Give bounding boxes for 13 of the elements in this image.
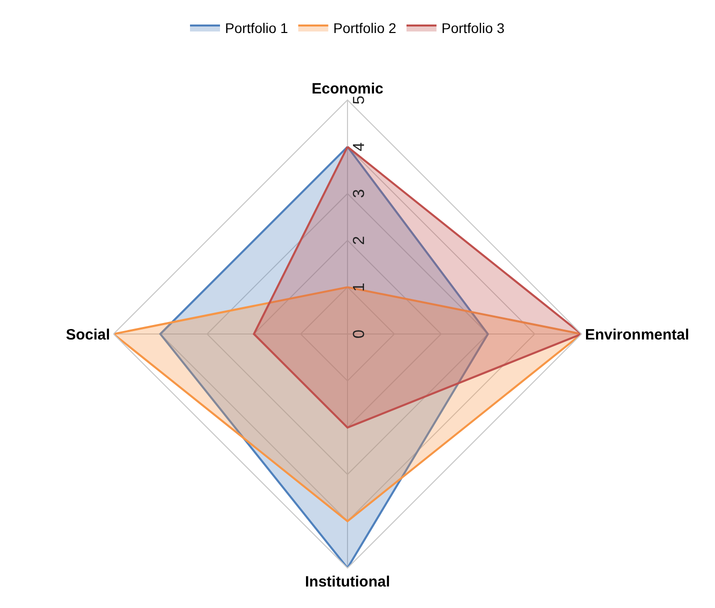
spoke-label: Economic: [312, 80, 384, 98]
y-tick-label: 0: [351, 329, 368, 338]
spoke-label: Social: [66, 326, 110, 344]
spoke-label: Institutional: [305, 574, 390, 590]
y-tick-label: 2: [351, 236, 368, 245]
y-tick-label: 4: [351, 142, 368, 152]
legend-label: Portfolio 1: [225, 20, 288, 36]
spoke-label: Environmental: [585, 326, 690, 344]
legend-label: Portfolio 2: [333, 20, 396, 36]
y-tick-label: 1: [351, 282, 368, 292]
y-tick-label: 3: [351, 189, 368, 198]
legend-label: Portfolio 3: [441, 20, 505, 36]
y-tick-label: 5: [351, 95, 368, 104]
